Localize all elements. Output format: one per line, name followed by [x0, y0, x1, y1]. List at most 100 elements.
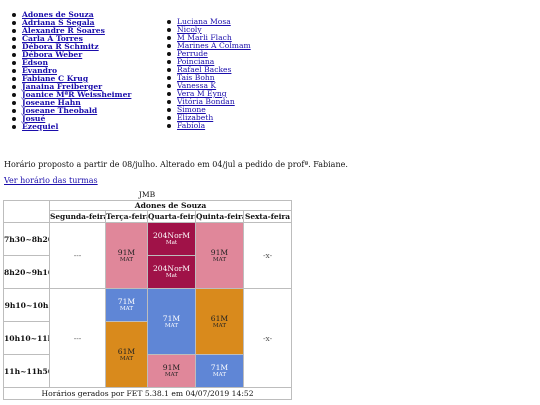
teacher-link[interactable]: Luciana Mosa: [177, 17, 231, 26]
schedule-note: Horário proposto a partir de 08/julho. A…: [4, 160, 348, 169]
teacher-list-item: Joanice MªR Weissheimer: [8, 91, 131, 99]
teacher-list-item: Taís Bohn: [163, 74, 251, 82]
teacher-list-item: Fabíola: [163, 122, 251, 130]
hour-label: 9h10~10h: [3, 288, 50, 322]
teacher-link[interactable]: Taís Bohn: [177, 73, 215, 82]
lesson-cell: 61M MAT: [105, 321, 148, 388]
teacher-link[interactable]: Nicoly: [177, 25, 202, 34]
teacher-list-item: Marines A Colmam: [163, 42, 251, 50]
teacher-list-item: Rafael Backes: [163, 66, 251, 74]
teacher-link[interactable]: Vera M Eyng: [177, 89, 227, 98]
lesson-code: 204NorM: [152, 231, 191, 240]
day-header-thursday: Quinta-feira: [195, 210, 244, 223]
teacher-list-item: M Marli Flach: [163, 34, 251, 42]
lesson-cell: 91M MAT: [105, 222, 148, 289]
teacher-list-item: Carla A Torres: [8, 35, 131, 43]
teacher-list-item: Simone: [163, 106, 251, 114]
teacher-link[interactable]: Perrude: [177, 49, 208, 58]
lesson-cell: 91M MAT: [195, 222, 244, 289]
lesson-cell: 204NorM Mat: [147, 222, 196, 256]
teacher-link[interactable]: Fabíola: [177, 121, 206, 130]
teacher-link[interactable]: Vanessa K: [177, 81, 217, 90]
timetable-footer: Horários gerados por FET 5.38.1 em 04/07…: [2, 387, 293, 400]
teacher-link[interactable]: Adriana S Segala: [22, 18, 95, 27]
empty-cell: ---: [49, 222, 106, 289]
teacher-list-item: Alexandre R Soares: [8, 27, 131, 35]
timetable-caption: JMB: [138, 190, 156, 199]
teacher-link[interactable]: Débora R Schmitz: [22, 42, 99, 51]
x-cell: -x-: [242, 288, 293, 388]
lesson-subject: MAT: [212, 372, 227, 378]
lesson-subject: Mat: [165, 240, 178, 246]
lesson-subject: MAT: [212, 322, 227, 329]
teacher-link[interactable]: Ezequiel: [22, 122, 59, 131]
teacher-link[interactable]: Carla A Torres: [22, 34, 83, 43]
day-header-tuesday: Terça-feira: [105, 210, 148, 223]
lesson-subject: MAT: [119, 355, 134, 362]
lesson-cell: 61M MAT: [195, 288, 244, 355]
lesson-code: 204NorM: [152, 264, 191, 273]
teacher-link[interactable]: Evandro: [22, 66, 58, 75]
teacher-list-item: Evandro: [8, 67, 131, 75]
teacher-link[interactable]: Alexandre R Soares: [22, 26, 105, 35]
teacher-link[interactable]: Janaina Freiberger: [22, 82, 103, 91]
lesson-subject: MAT: [164, 372, 179, 378]
teacher-list-item: Joseane Theobald: [8, 107, 131, 115]
lesson-code: 91M: [162, 363, 181, 372]
lesson-code: 71M: [210, 363, 229, 372]
corner-cell: [3, 200, 50, 223]
teacher-link[interactable]: Joanice MªR Weissheimer: [22, 90, 132, 99]
lesson-subject: MAT: [119, 306, 134, 312]
lesson-code: 61M: [117, 346, 136, 356]
teacher-link[interactable]: Joseane Hahn: [22, 98, 81, 107]
teacher-list-item: Janaina Freiberger: [8, 83, 131, 91]
teacher-link[interactable]: Edson: [22, 58, 48, 67]
lesson-cell: 71M MAT: [195, 354, 244, 388]
teacher-list-right: Luciana Mosa Nicoly M Marli Flach Marines A…: [163, 18, 251, 130]
teacher-list-item: Joseane Hahn: [8, 99, 131, 107]
teacher-list-item: Poinciana: [163, 58, 251, 66]
teacher-link[interactable]: Simone: [177, 105, 206, 114]
teacher-list-left: Adones de Souza Adriana S Segala Alexandre…: [8, 11, 131, 131]
lesson-code: 71M: [117, 297, 136, 306]
teacher-link[interactable]: Josué: [22, 114, 46, 123]
lesson-cell: 91M MAT: [147, 354, 196, 388]
teacher-list-item: Edson: [8, 59, 131, 67]
teacher-link[interactable]: Rafael Backes: [177, 65, 232, 74]
teacher-link[interactable]: Poinciana: [177, 57, 215, 66]
timetable-grid: Adones de Souza Segunda-feira Terça-feir…: [2, 200, 293, 400]
teacher-link[interactable]: Elizabeth: [177, 113, 214, 122]
hour-label: 11h~11h50: [3, 354, 50, 388]
empty-cell: ---: [49, 288, 106, 388]
teacher-list-item: Luciana Mosa: [163, 18, 251, 26]
class-schedule-link[interactable]: Ver horário das turmas: [4, 176, 98, 185]
teacher-list-item: Débora Weber: [8, 51, 131, 59]
lesson-code: 61M: [210, 313, 229, 323]
hour-label: 8h20~9h10: [3, 255, 50, 289]
lesson-cell: 204NorM Mat: [147, 255, 196, 289]
teacher-link[interactable]: Fabiane C Krug: [22, 74, 89, 83]
teacher-link[interactable]: Débora Weber: [22, 50, 83, 59]
lesson-subject: MAT: [212, 256, 227, 263]
lesson-cell: 71M MAT: [105, 288, 148, 322]
lesson-subject: MAT: [164, 322, 179, 329]
teacher-list-item: Vanessa K: [163, 82, 251, 90]
lesson-cell: 71M MAT: [147, 288, 196, 355]
teacher-link[interactable]: Marines A Colmam: [177, 41, 251, 50]
day-header-friday: Sexta-feira: [242, 210, 293, 223]
hour-label: 10h10~11h: [3, 321, 50, 355]
teacher-list-item: Adriana S Segala: [8, 19, 131, 27]
teacher-list-item: Fabiane C Krug: [8, 75, 131, 83]
teacher-name-header: Adones de Souza: [48, 200, 293, 211]
lesson-subject: MAT: [119, 256, 134, 263]
hour-label: 7h30~8h20: [3, 222, 50, 256]
lesson-subject: Mat: [165, 273, 178, 279]
timetable: JMB Adones de Souza Segunda-feira Terça-…: [2, 190, 293, 400]
teacher-link[interactable]: Adones de Souza: [22, 10, 94, 19]
teacher-link[interactable]: Joseane Theobald: [22, 106, 98, 115]
day-header-monday: Segunda-feira: [49, 210, 106, 223]
teacher-link[interactable]: M Marli Flach: [177, 33, 232, 42]
lesson-code: 91M: [210, 247, 229, 257]
teacher-link[interactable]: Vitória Bondan: [177, 97, 235, 106]
teacher-list-item: Vera M Eyng: [163, 90, 251, 98]
